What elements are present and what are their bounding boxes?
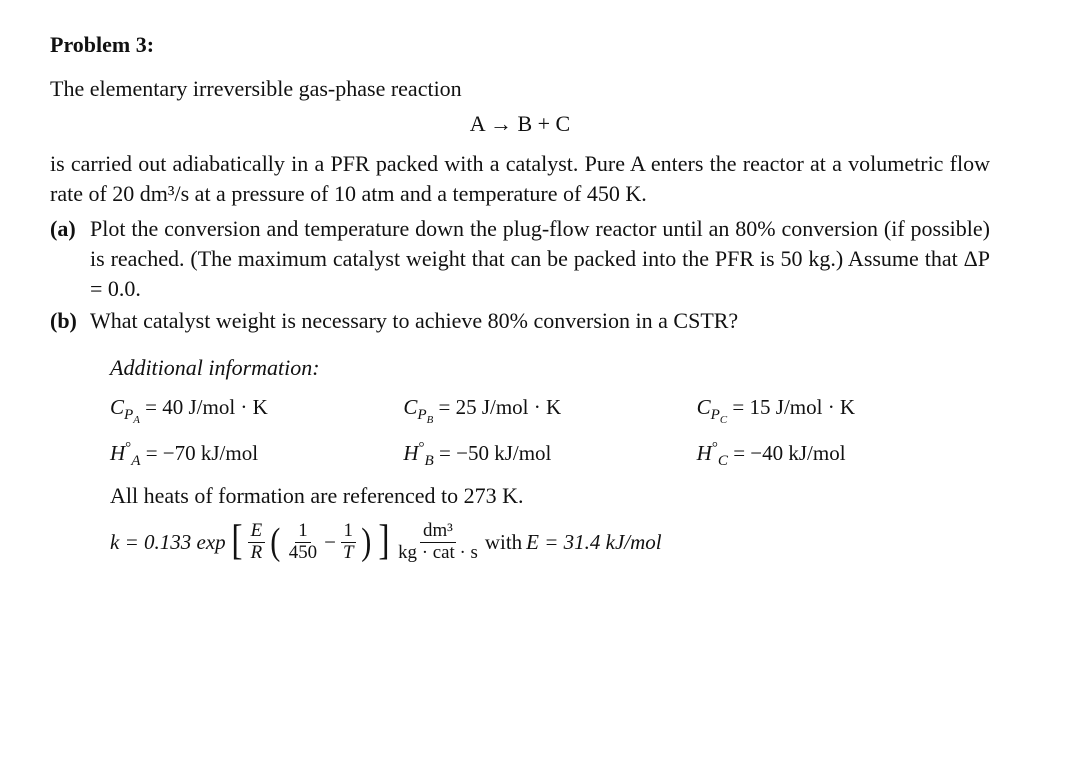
h-a: H°A = −70 kJ/mol — [110, 438, 403, 472]
intro-line-2: is carried out adiabatically in a PFR pa… — [50, 149, 990, 208]
page: Problem 3: The elementary irreversible g… — [0, 0, 1080, 771]
cp-b-value: = 25 J/mol · K — [438, 395, 561, 419]
rate-constant-formula: k = 0.133 exp [ E R ( 1 450 − 1 T ) ] — [110, 521, 662, 564]
heats-reference: All heats of formation are referenced to… — [110, 481, 990, 511]
cp-b: CPB = 25 J/mol · K — [403, 393, 696, 428]
h-row: H°A = −70 kJ/mol H°B = −50 kJ/mol H°C = … — [110, 438, 990, 472]
cp-a: CPA = 40 J/mol · K — [110, 393, 403, 428]
additional-info: Additional information: CPA = 40 J/mol ·… — [110, 353, 990, 563]
intro-line-1: The elementary irreversible gas-phase re… — [50, 74, 990, 104]
h-a-value: = −70 kJ/mol — [146, 441, 258, 465]
right-bracket-icon: ] — [378, 523, 389, 561]
right-paren-icon: ) — [362, 525, 372, 559]
left-paren-icon: ( — [270, 525, 280, 559]
with-text: with — [485, 528, 522, 556]
cp-a-value: = 40 J/mol · K — [145, 395, 268, 419]
frac-1-450: 1 450 — [286, 521, 320, 564]
frac-units: dm³ kg · cat · s — [395, 521, 481, 564]
part-b-label: (b) — [50, 306, 90, 336]
e-value: E = 31.4 kJ/mol — [526, 528, 661, 556]
h-b: H°B = −50 kJ/mol — [403, 438, 696, 472]
h-b-value: = −50 kJ/mol — [439, 441, 551, 465]
frac-1-t: 1 T — [340, 521, 357, 564]
cp-row: CPA = 40 J/mol · K CPB = 25 J/mol · K CP… — [110, 393, 990, 428]
minus-sign: − — [324, 528, 336, 556]
part-a-text: Plot the conversion and temperature down… — [90, 214, 990, 303]
cp-c-value: = 15 J/mol · K — [732, 395, 855, 419]
h-c-value: = −40 kJ/mol — [733, 441, 845, 465]
frac-e-over-r: E R — [248, 521, 266, 564]
cp-c: CPC = 15 J/mol · K — [697, 393, 990, 428]
part-a-label: (a) — [50, 214, 90, 303]
parts-list: (a) Plot the conversion and temperature … — [50, 214, 990, 335]
left-bracket-icon: [ — [231, 523, 242, 561]
k-prefix: k = 0.133 exp — [110, 528, 226, 556]
h-c: H°C = −40 kJ/mol — [697, 438, 990, 472]
reaction-equation: A → B + C — [50, 109, 990, 139]
part-a: (a) Plot the conversion and temperature … — [50, 214, 990, 303]
problem-title: Problem 3: — [50, 30, 990, 60]
additional-heading: Additional information: — [110, 353, 990, 383]
part-b: (b) What catalyst weight is necessary to… — [50, 306, 990, 336]
rate-constant-line: k = 0.133 exp [ E R ( 1 450 − 1 T ) ] — [110, 521, 990, 564]
part-b-text: What catalyst weight is necessary to ach… — [90, 306, 990, 336]
